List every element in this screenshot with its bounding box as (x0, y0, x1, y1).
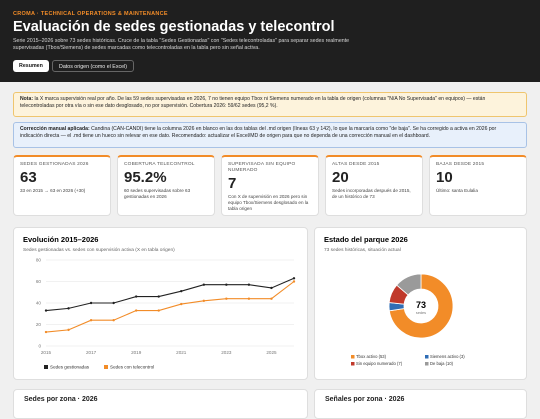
section-title: Sedes por zona · 2026 (24, 396, 98, 403)
chart-title: Evolución 2015–2026 (23, 235, 98, 244)
point (157, 309, 160, 312)
legend-swatch (425, 355, 429, 359)
series-line (45, 281, 295, 333)
kpi-label: SEDES GESTIONADAS 2026 (20, 162, 89, 167)
kpi-label: ALTAS DESDE 2015 (332, 162, 380, 167)
point (134, 309, 138, 312)
point (89, 319, 93, 322)
kpi-label: COBERTURA TELECONTROL (124, 162, 195, 167)
point (270, 286, 273, 290)
donut-chart: Estado del parque 2026 73 sedes históric… (324, 235, 465, 366)
kpi-value: 63 (20, 169, 37, 186)
point (112, 319, 115, 322)
note: Corrección manual aplicada: Candina (CAN… (13, 122, 527, 148)
note: Nota: la X marca supervisión real por añ… (13, 92, 527, 117)
series-line (45, 277, 295, 312)
kpi-note: 33 en 2015 → 63 en 2026 (+30) (20, 188, 86, 193)
legend-label: Sin equipo numerado (7) (356, 361, 403, 366)
point (202, 283, 206, 286)
kpi-card: COBERTURA TELECONTROL 95.2% 60 sedes super… (117, 155, 215, 216)
x-tick-label: 2023 (221, 350, 232, 355)
point (112, 301, 115, 305)
kicker: CROMA · TECHNICAL OPERATIONS & MAINTENAN… (13, 11, 168, 17)
point (44, 330, 48, 334)
point (292, 277, 296, 280)
kpi-card: BAJAS DESDE 2015 10 Último: santa Eulalia (429, 155, 527, 216)
legend-label: Siemens activo (3) (430, 354, 465, 359)
x-tick-label: 2017 (86, 350, 97, 355)
y-tick-label: 40 (36, 301, 42, 306)
kpi-card: SUPERVISADA SIN EQUIPO NUMERADO 7 Con X de… (221, 155, 319, 216)
point (270, 297, 273, 300)
y-tick-label: 0 (38, 344, 41, 349)
x-tick-label: 2025 (266, 350, 277, 355)
note-text: la X marca supervisión real por año. De … (20, 96, 486, 110)
line-card: Evolución 2015–2026 Sedes gestionadas vs… (13, 227, 308, 380)
section-card: Sedes por zona · 2026 (13, 389, 308, 419)
point (180, 302, 183, 306)
legend-label: Tbox activo (53) (356, 354, 387, 359)
legend-label: Sedes gestionadas (50, 365, 90, 370)
point (225, 283, 228, 286)
tab[interactable]: Resumen (13, 60, 49, 72)
donut-slice (396, 273, 422, 296)
point (157, 295, 160, 298)
kpi-value: 7 (228, 175, 237, 192)
legend-swatch (44, 365, 48, 369)
point (292, 280, 296, 283)
kpi-card: SEDES GESTIONADAS 2026 63 33 en 2015 → 63 … (13, 155, 111, 216)
donut-center-value: 73 (416, 300, 426, 310)
kpi-note: 60 sedes supervisadas sobre 63 gestionad… (124, 188, 191, 199)
page-subtitle: Serie 2015–2026 sobre 73 sedes histórica… (13, 38, 350, 52)
point (44, 309, 48, 312)
kpi-value: 95.2% (124, 169, 167, 186)
kpi-label: BAJAS DESDE 2015 (436, 162, 485, 167)
legend-swatch (104, 365, 108, 369)
point (202, 299, 206, 303)
point (67, 307, 70, 310)
legend-swatch (425, 362, 429, 366)
kpi-label: SUPERVISADA SIN EQUIPO NUMERADO (228, 162, 296, 173)
x-tick-label: 2015 (41, 350, 52, 355)
tab[interactable]: Datos origen (como el Excel) (52, 60, 135, 72)
point (67, 328, 70, 332)
header (0, 0, 540, 82)
note-text: Candina (CAN-CANDI) tiene la columna 202… (20, 126, 497, 140)
y-tick-label: 60 (36, 279, 42, 284)
donut-center-label: sedes (416, 311, 426, 315)
kpi-value: 10 (436, 169, 453, 186)
y-tick-label: 20 (36, 322, 42, 327)
point (134, 295, 138, 298)
point (180, 289, 183, 293)
chart-subtitle: Sedes gestionadas vs. sedes con supervis… (23, 247, 175, 253)
legend-swatch (351, 355, 355, 359)
y-tick-label: 80 (36, 258, 42, 263)
legend-swatch (351, 362, 355, 366)
chart-subtitle: 73 sedes históricas, situación actual (324, 247, 401, 253)
kpi-note: Con X de supervisión en 2026 pero sin eq… (228, 194, 309, 211)
kpi-value: 20 (332, 169, 349, 186)
x-tick-label: 2021 (176, 350, 187, 355)
note-label: Corrección manual aplicada: (20, 126, 90, 132)
point (225, 297, 228, 300)
kpi-card: ALTAS DESDE 2015 20 Sedes incorporadas des… (325, 155, 423, 216)
legend-label: De baja (10) (430, 361, 454, 366)
point (247, 297, 251, 300)
section-card: Señales por zona · 2026 (314, 389, 527, 419)
note-label: Nota: (20, 96, 34, 102)
point (89, 301, 93, 305)
section-title: Señales por zona · 2026 (325, 396, 405, 403)
line-chart: Evolución 2015–2026 Sedes gestionadas vs… (23, 235, 296, 370)
donut-card: Estado del parque 2026 73 sedes históric… (314, 227, 527, 380)
kpi-note: Sedes incorporadas después de 2015, de u… (332, 188, 411, 199)
page-title: Evaluación de sedes gestionadas y teleco… (13, 19, 335, 35)
kpi-note: Último: santa Eulalia (436, 188, 478, 193)
point (247, 283, 251, 286)
legend-label: Sedes con telecontrol (110, 365, 154, 370)
x-tick-label: 2019 (131, 350, 142, 355)
donut-slice (388, 273, 454, 339)
chart-title: Estado del parque 2026 (324, 235, 408, 244)
